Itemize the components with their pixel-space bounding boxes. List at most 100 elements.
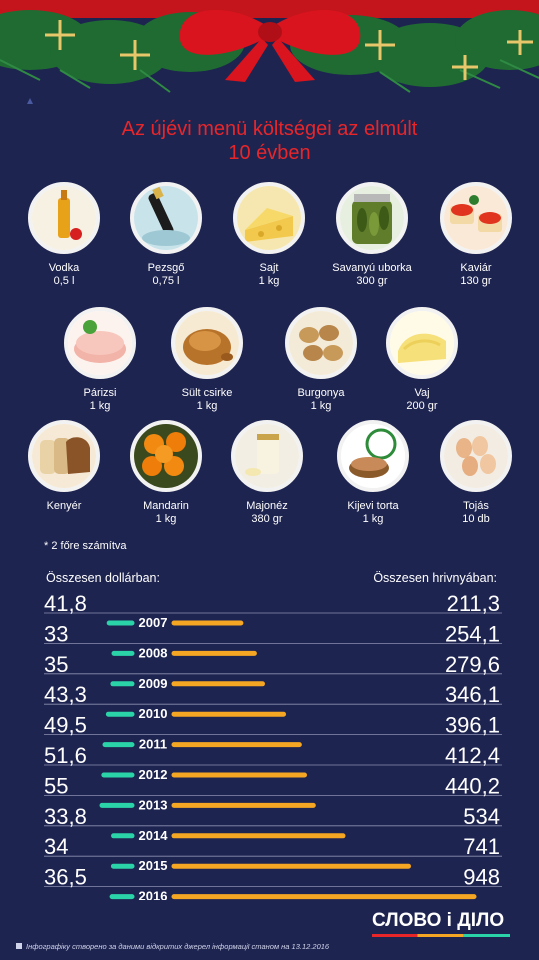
snowflake-icon [45,20,533,80]
price-bar-chart: 2007 41,8 211,3 2008 33 254,1 2009 35 279,6 2010 4… [44,591,502,900]
food-item-potato: Burgonya 1 kg [261,307,381,413]
logo: СЛОВО і ДІЛО [372,910,505,931]
food-name: Savanyú uborka [332,262,412,274]
food-quantity: 0,5 l [53,275,75,287]
red-ribbon [0,0,539,18]
food-name: Sült csirke [181,387,233,399]
food-item-kyiv-cake: Kijevi torta 1 kg [313,420,433,526]
uah-value-label: 254,1 [445,621,500,646]
fir-needles [0,59,539,93]
bullet-square-icon [16,943,22,949]
roast-chicken-icon [171,307,243,379]
food-quantity: 1 kg [196,400,218,412]
vodka-bottle-icon [28,182,100,254]
food-item-parizer: Párizsi 1 kg [40,307,160,413]
uah-value-label: 948 [463,865,500,890]
fir-branches [0,10,539,87]
food-name: Pezsgő [147,262,185,274]
footnote: * 2 főre számítva [44,540,127,552]
food-quantity: 1 kg [89,400,111,412]
year-label: 2016 [139,889,168,900]
food-quantity: 0,75 l [152,275,180,287]
food-item-caviar: Kaviár 130 gr [416,182,536,288]
food-quantity: 130 gr [460,275,492,287]
year-label: 2010 [139,706,168,721]
food-item-bread: Kenyér [4,420,124,513]
usd-value-label: 55 [44,773,68,798]
usd-value-label: 49,5 [44,713,87,738]
potato-icon [285,307,357,379]
food-name: Tojás [463,500,489,512]
uah-value-label: 741 [463,834,500,859]
food-name: Burgonya [297,387,345,399]
page-title-line-2: 10 évben [228,142,311,164]
uah-value-label: 211,3 [447,591,500,616]
uah-value-label: 396,1 [445,713,500,738]
usd-value-label: 43,3 [44,682,87,707]
bread-icon [28,420,100,492]
food-item-vodka: Vodka 0,5 l [4,182,124,288]
year-label: 2007 [139,615,168,630]
food-name: Vodka [48,262,80,274]
mayonnaise-icon [231,420,303,492]
food-quantity: 1 kg [155,513,177,525]
food-quantity: 1 kg [258,275,280,287]
usd-column-heading: Összesen dollárban: [46,571,160,585]
page-title-line-1: Az újévi menü költségei az elmúlt [121,118,418,140]
food-item-mandarin: Mandarin 1 kg [106,420,226,526]
food-item-eggs: Tojás 10 db [416,420,536,526]
food-name: Majonéz [246,500,288,512]
mandarin-icon [130,420,202,492]
source-text: Інфографіку створено за даними відкритих… [26,942,330,951]
food-name: Kenyér [46,500,82,512]
uah-value-label: 412,4 [445,743,500,768]
food-name: Párizsi [83,387,117,399]
food-item-pickles: Savanyú uborka 300 gr [312,182,432,288]
food-quantity: 300 gr [356,275,388,287]
usd-value-label: 41,8 [44,591,87,616]
food-item-champagne: Pezsgő 0,75 l [106,182,226,288]
usd-value-label: 51,6 [44,743,87,768]
star-icon [27,98,33,104]
food-item-butter: Vaj 200 gr [362,307,482,413]
logo-underline [372,934,510,937]
year-label: 2008 [139,645,168,660]
food-quantity: 10 db [462,513,490,525]
butter-icon [386,307,458,379]
food-name: Mandarin [143,500,189,512]
food-name: Vaj [414,387,430,399]
usd-value-label: 33,8 [44,804,87,829]
food-quantity: 380 gr [251,513,283,525]
uah-value-label: 279,6 [445,652,500,677]
champagne-icon [130,182,202,254]
uah-value-label: 346,1 [445,682,500,707]
food-name: Sajt [259,262,279,274]
food-item-mayonnaise: Majonéz 380 gr [207,420,327,526]
kyiv-cake-icon [337,420,409,492]
uah-value-label: 534 [463,804,500,829]
food-name: Kaviár [460,262,492,274]
food-quantity: 200 gr [406,400,438,412]
food-name: Kijevi torta [347,500,399,512]
cheese-icon [233,182,305,254]
usd-value-label: 34 [44,834,68,859]
food-quantity: 1 kg [362,513,384,525]
uah-value-label: 440,2 [445,773,500,798]
food-item-roast-chicken: Sült csirke 1 kg [147,307,267,413]
year-label: 2013 [139,797,168,812]
food-item-cheese: Sajt 1 kg [209,182,329,288]
christmas-garland-decoration [0,0,539,104]
red-bow [179,9,361,82]
sausage-icon [64,307,136,379]
source-note: Інфографіку створено за даними відкритих… [16,942,329,951]
year-label: 2009 [139,676,168,691]
food-quantity: 1 kg [310,400,332,412]
year-label: 2015 [139,858,168,873]
usd-value-label: 35 [44,652,68,677]
caviar-icon [440,182,512,254]
pickles-jar-icon [336,182,408,254]
uah-column-heading: Összesen hrivnyában: [373,571,497,585]
usd-value-label: 36,5 [44,865,87,890]
year-label: 2012 [139,767,168,782]
